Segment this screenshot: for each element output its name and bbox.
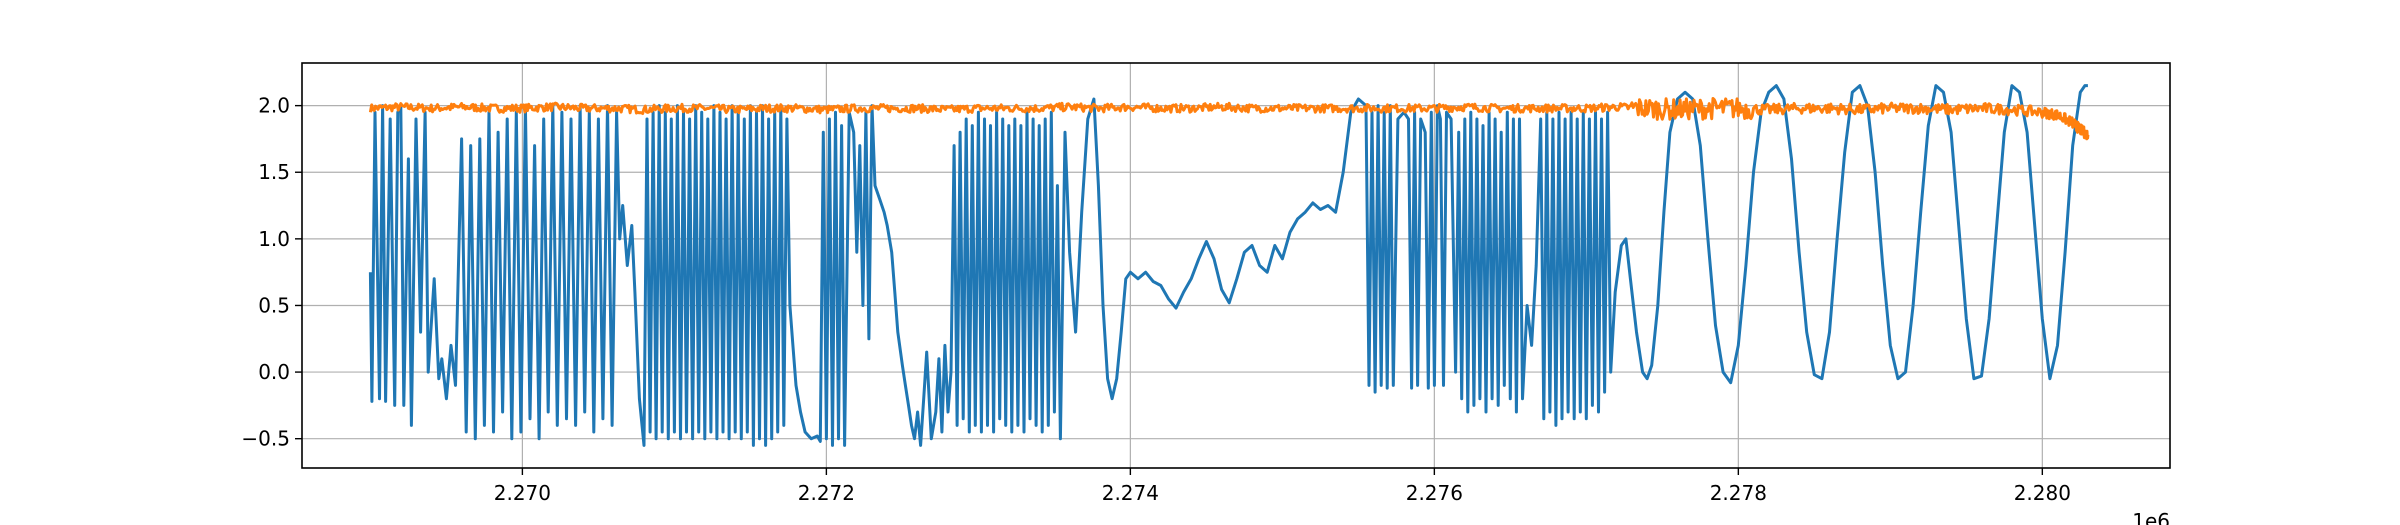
- series-line-2: [368, 97, 2090, 141]
- series-group: [368, 84, 2090, 447]
- x-tick-label: 2.270: [494, 481, 551, 505]
- x-axis: 2.270 2.272 2.274 2.276 2.278 2.280: [494, 468, 2071, 505]
- y-tick-label: 1.5: [258, 160, 290, 184]
- y-tick-label: 0.5: [258, 293, 290, 317]
- x-tick-label: 2.280: [2014, 481, 2071, 505]
- x-tick-label: 2.274: [1102, 481, 1159, 505]
- x-tick-label: 2.276: [1406, 481, 1463, 505]
- x-tick-label: 2.272: [798, 481, 855, 505]
- y-tick-label: −0.5: [241, 427, 290, 451]
- y-tick-label: 2.0: [258, 94, 290, 118]
- plot-frame: [301, 62, 2171, 469]
- y-axis: −0.5 0.0 0.5 1.0 1.5 2.0: [241, 94, 302, 451]
- x-offset-label: 1e6: [2132, 509, 2170, 525]
- series-line-1: [368, 84, 2088, 447]
- y-tick-label: 0.0: [258, 360, 290, 384]
- y-tick-label: 1.0: [258, 227, 290, 251]
- x-tick-label: 2.278: [1710, 481, 1767, 505]
